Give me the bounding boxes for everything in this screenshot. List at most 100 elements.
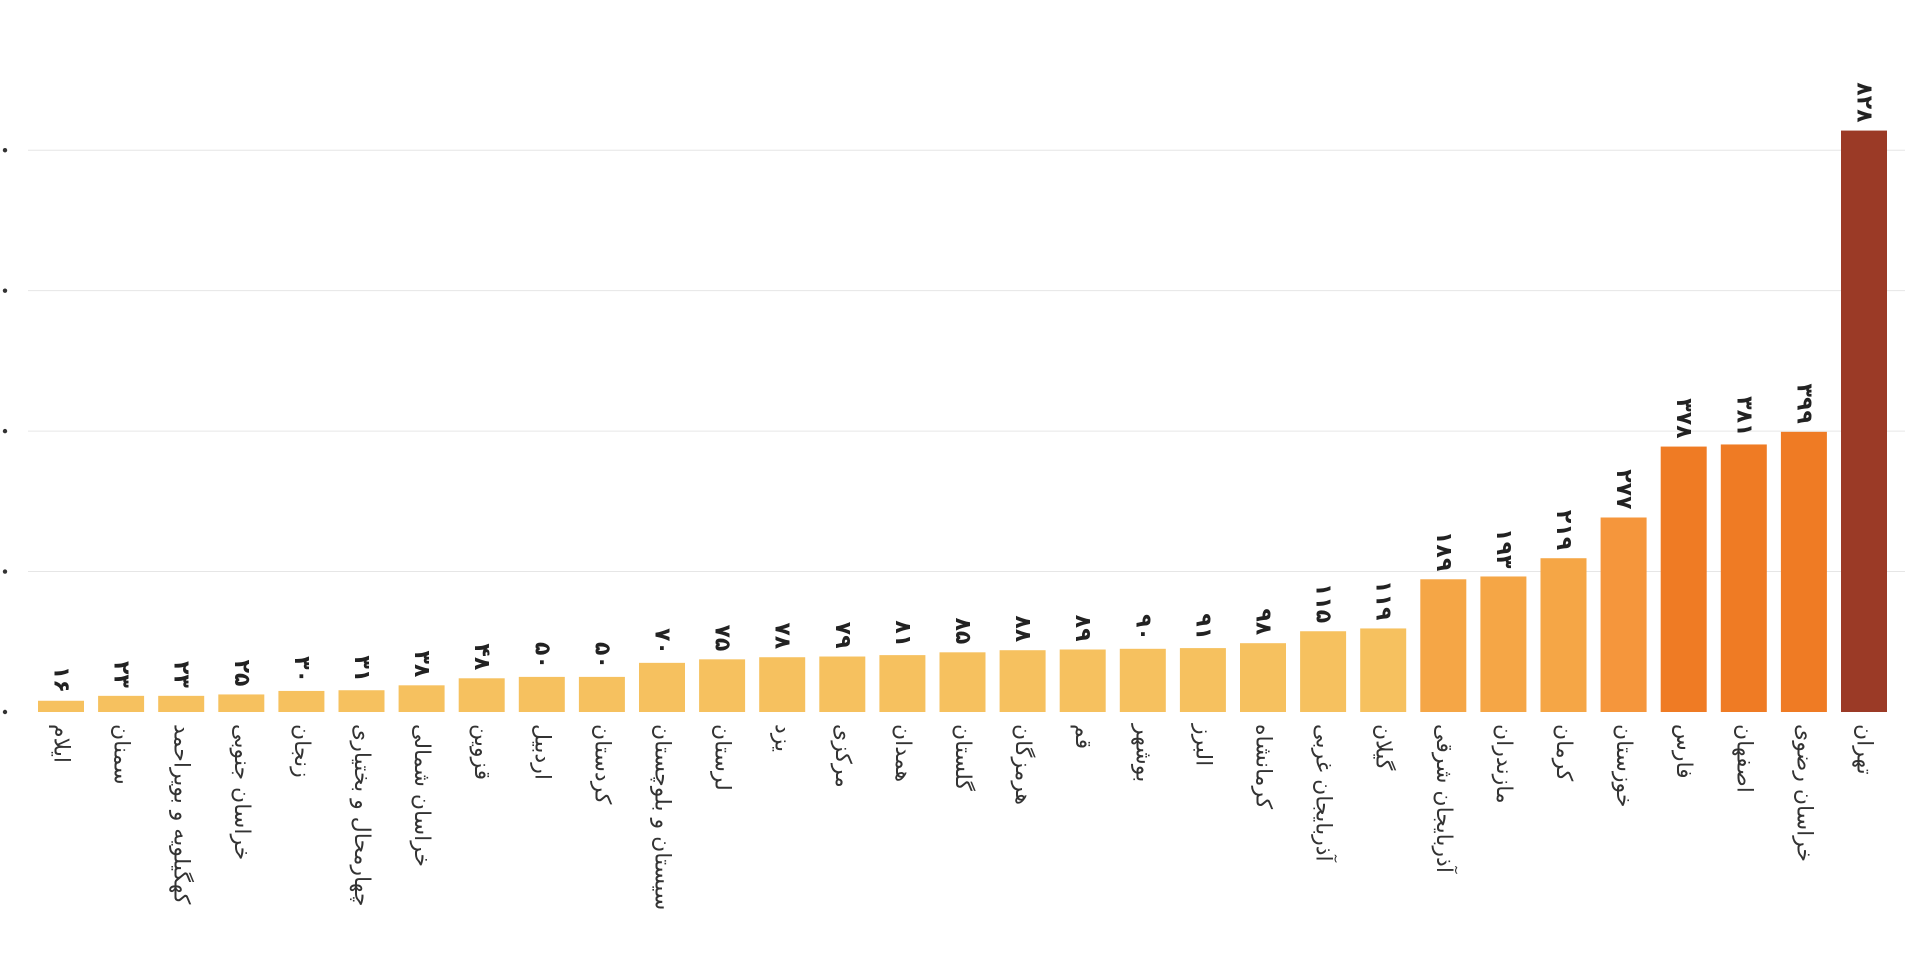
bar-value-label: ۹۸ bbox=[1251, 608, 1276, 635]
category-label: کردستان bbox=[589, 724, 614, 805]
bar[interactable] bbox=[1059, 649, 1106, 712]
bar-value-label: ۸۸ bbox=[1010, 615, 1035, 642]
bar[interactable] bbox=[1720, 444, 1767, 712]
category-label: تهران bbox=[1852, 724, 1877, 775]
bar[interactable] bbox=[398, 685, 445, 712]
y-axis-tick bbox=[2, 428, 8, 434]
bar[interactable] bbox=[1600, 517, 1647, 712]
category-label: همدان bbox=[890, 724, 915, 782]
category-label: ایلام bbox=[49, 724, 74, 763]
bar[interactable] bbox=[278, 690, 325, 712]
category-label: کرمانشاه bbox=[1251, 724, 1276, 810]
bar[interactable] bbox=[1540, 558, 1587, 712]
bar[interactable] bbox=[1780, 431, 1827, 712]
bar-value-label: ۷۸ bbox=[770, 622, 795, 649]
category-label: خراسان رضوی bbox=[1791, 724, 1816, 862]
bar-value-label: ۵۰ bbox=[529, 642, 554, 669]
y-axis-tick bbox=[2, 569, 8, 574]
bar[interactable] bbox=[158, 695, 205, 712]
y-axis-tick bbox=[2, 148, 8, 153]
bar-value-label: ۷۰ bbox=[650, 628, 675, 655]
bar-value-label: ۷۵ bbox=[710, 624, 735, 651]
bar[interactable] bbox=[1119, 648, 1166, 712]
bar-value-label: ۱۱۹ bbox=[1371, 580, 1396, 620]
category-label: هرمزگان bbox=[1010, 724, 1036, 805]
bar-value-label: ۲۱۹ bbox=[1551, 510, 1576, 550]
value-labels-layer: ۱۶ ۲۳ ۲۳ ۲۵ ۳۰ ۳۱ ۳۸ ۴۸ ۵۰ ۵۰ ۷۰ ۷۵ ۷۸ ۷۹ ۸۱ ۸۵ ۸۸ ۸۹ ۹۰ ۹۱… bbox=[49, 82, 1877, 692]
bar-value-label: ۲۵ bbox=[229, 660, 254, 687]
category-label: کرمان bbox=[1551, 724, 1576, 782]
category-label: خراسان جنوبی bbox=[229, 724, 254, 860]
bar-value-label: ۷۹ bbox=[830, 622, 855, 649]
bar[interactable] bbox=[1660, 446, 1707, 712]
category-labels-layer: ایلام سمنان کهگیلویه و بویراحمد خراسان جنوب… bbox=[49, 723, 1877, 910]
bar-value-label: ۳۱ bbox=[349, 655, 374, 682]
category-label: سمنان bbox=[109, 724, 134, 785]
bar[interactable] bbox=[38, 700, 84, 712]
bar-value-label: ۳۹۹ bbox=[1791, 384, 1816, 424]
category-label: زنجان bbox=[289, 724, 314, 778]
bar[interactable] bbox=[819, 656, 866, 712]
bar[interactable] bbox=[218, 694, 265, 712]
category-label: خوزستان bbox=[1611, 724, 1636, 808]
bar[interactable] bbox=[1480, 576, 1527, 712]
bar[interactable] bbox=[879, 655, 926, 712]
category-label: لرستان bbox=[710, 724, 735, 791]
category-label: قم bbox=[1070, 724, 1095, 749]
bar-value-label: ۸۱ bbox=[890, 620, 915, 647]
bar-value-label: ۱۹۳ bbox=[1491, 528, 1516, 569]
category-label: اردبیل bbox=[529, 724, 554, 780]
bar-value-label: ۹۱ bbox=[1190, 613, 1215, 640]
bar[interactable] bbox=[939, 652, 986, 712]
category-label: اصفهان bbox=[1731, 724, 1756, 793]
bar[interactable] bbox=[1420, 579, 1467, 712]
bar-value-label: ۴۸ bbox=[469, 643, 494, 670]
bar-value-label: ۹۰ bbox=[1130, 614, 1155, 641]
bar[interactable] bbox=[458, 678, 505, 712]
grid-layer bbox=[2, 148, 1905, 715]
bar[interactable] bbox=[699, 659, 746, 712]
category-label: مرکزی bbox=[830, 724, 855, 788]
y-axis-tick bbox=[2, 288, 8, 293]
y-axis-tick bbox=[2, 709, 8, 715]
bar[interactable] bbox=[1360, 628, 1407, 712]
bar-value-label: ۳۷۸ bbox=[1671, 398, 1696, 439]
bar-value-label: ۸۵ bbox=[950, 617, 975, 644]
bar-value-label: ۲۷۷ bbox=[1611, 469, 1636, 510]
category-label: گلستان bbox=[950, 724, 976, 791]
bar-value-label: ۲۳ bbox=[169, 661, 194, 688]
bar-value-label: ۳۸ bbox=[409, 650, 434, 677]
category-label: مازندران bbox=[1491, 724, 1516, 804]
bar-value-label: ۵۰ bbox=[589, 642, 614, 669]
category-label: گیلان bbox=[1371, 724, 1397, 771]
bar[interactable] bbox=[518, 676, 565, 712]
bar-value-label: ۸۲۸ bbox=[1852, 82, 1877, 123]
bar[interactable] bbox=[1240, 643, 1286, 712]
category-label: خراسان شمالی bbox=[409, 724, 434, 867]
category-label: البرز bbox=[1190, 723, 1215, 766]
category-label: کهگیلویه و بویراحمد bbox=[169, 724, 195, 905]
bar[interactable] bbox=[1179, 648, 1226, 712]
bar-value-label: ۸۹ bbox=[1070, 615, 1095, 642]
category-label: یزد bbox=[770, 724, 795, 752]
bar[interactable] bbox=[1841, 130, 1887, 713]
bar[interactable] bbox=[1300, 631, 1347, 712]
bar[interactable] bbox=[338, 690, 385, 712]
category-label: بوشهر bbox=[1130, 723, 1155, 782]
bar[interactable] bbox=[999, 650, 1046, 712]
bar-value-label: ۱۶ bbox=[49, 666, 74, 693]
bars-layer bbox=[38, 130, 1887, 713]
bar[interactable] bbox=[759, 657, 806, 712]
bar[interactable] bbox=[98, 695, 145, 712]
bar[interactable] bbox=[639, 662, 685, 712]
category-label: آذربایجان غربی bbox=[1311, 724, 1338, 863]
category-label: قزوین bbox=[469, 724, 494, 780]
bar-value-label: ۲۳ bbox=[109, 661, 134, 688]
bar[interactable] bbox=[578, 676, 625, 712]
bar-value-label: ۱۱۵ bbox=[1311, 583, 1336, 623]
bar-value-label: ۳۰ bbox=[289, 656, 314, 683]
bar-value-label: ۳۸۱ bbox=[1731, 396, 1756, 436]
bar-value-label: ۱۸۹ bbox=[1431, 531, 1456, 571]
